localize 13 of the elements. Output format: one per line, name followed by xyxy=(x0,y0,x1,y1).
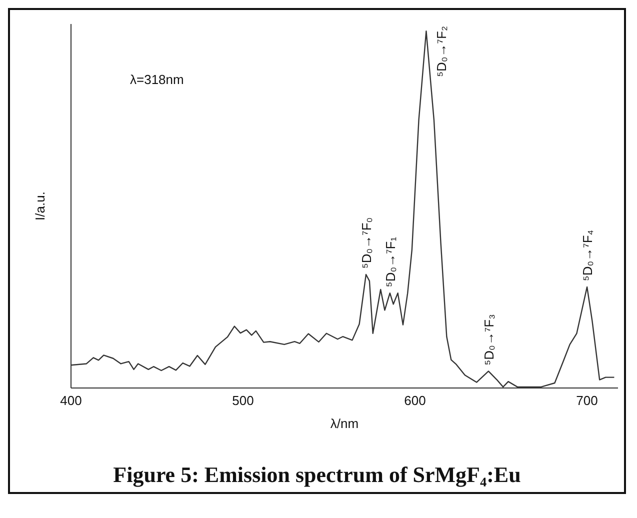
y-axis-title: I/a.u. xyxy=(32,192,48,220)
x-tick-label: 400 xyxy=(60,393,82,408)
annotation: ⁵D₀→⁷F₀ xyxy=(359,217,374,269)
x-tick-label: 700 xyxy=(576,393,598,408)
text: Figure 5: Emission spectrum of SrMgF₄:Eu xyxy=(112,462,522,489)
annotation: ⁵D₀→⁷F₁ xyxy=(382,236,398,288)
annotation: ⁵D₀→⁷F₂ xyxy=(434,26,450,77)
annotation: λ=318nm xyxy=(130,72,184,87)
annotation: ⁵D₀→⁷F₃ xyxy=(481,314,496,366)
x-axis-title: λ/nm xyxy=(330,416,359,431)
x-tick-label: 600 xyxy=(404,393,426,408)
x-tick-label: 500 xyxy=(232,393,254,408)
annotation: ⁵D₀→⁷F₄ xyxy=(580,230,596,282)
